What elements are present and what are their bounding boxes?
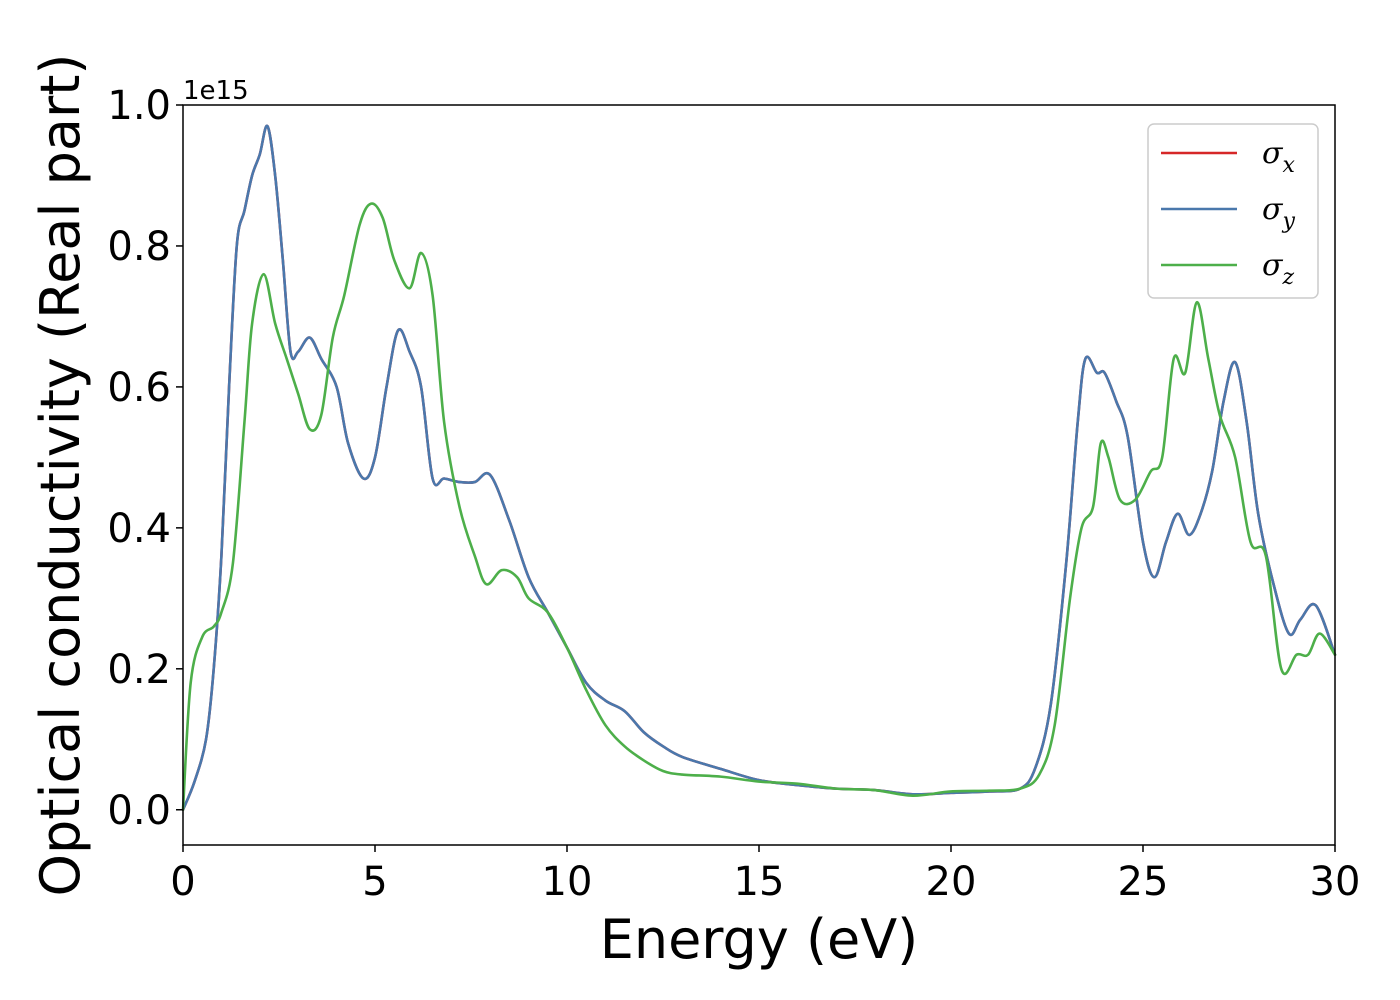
y-tick-label: 1.0 [107,83,171,129]
legend-label-x: σx [1262,136,1295,178]
x-tick-label: 10 [542,859,593,905]
legend-items: σx σy σz [1161,136,1295,290]
y-tick-label: 0.4 [107,506,171,552]
legend-box [1147,123,1319,299]
y-tick-label: 0.2 [107,647,171,693]
y-offset-label: 1e15 [183,76,249,106]
legend-label-y: σy [1262,192,1295,234]
x-tick-label: 25 [1118,859,1169,905]
legend: σx σy σz [1147,123,1319,299]
y-axis-label: Optical conductivity (Real part) [29,54,92,897]
x-tick-label: 5 [362,859,387,905]
x-tick-label: 20 [926,859,977,905]
ticks-layer: 0 5 10 15 20 25 30 0.0 0.2 0.4 0.6 0.8 1.0 [107,83,1360,905]
x-tick-label: 15 [734,859,785,905]
x-axis-label: Energy (eV) [600,908,919,971]
series-line-y [181,124,1337,812]
y-tick-label: 0.8 [107,224,171,270]
x-tick-label: 0 [170,859,195,905]
y-tick-label: 0.0 [107,788,171,834]
legend-label-z: σz [1262,248,1294,290]
x-tick-label: 30 [1310,859,1361,905]
series-line-z [181,202,1337,812]
y-tick-label: 0.6 [107,365,171,411]
series-layer [181,124,1337,812]
